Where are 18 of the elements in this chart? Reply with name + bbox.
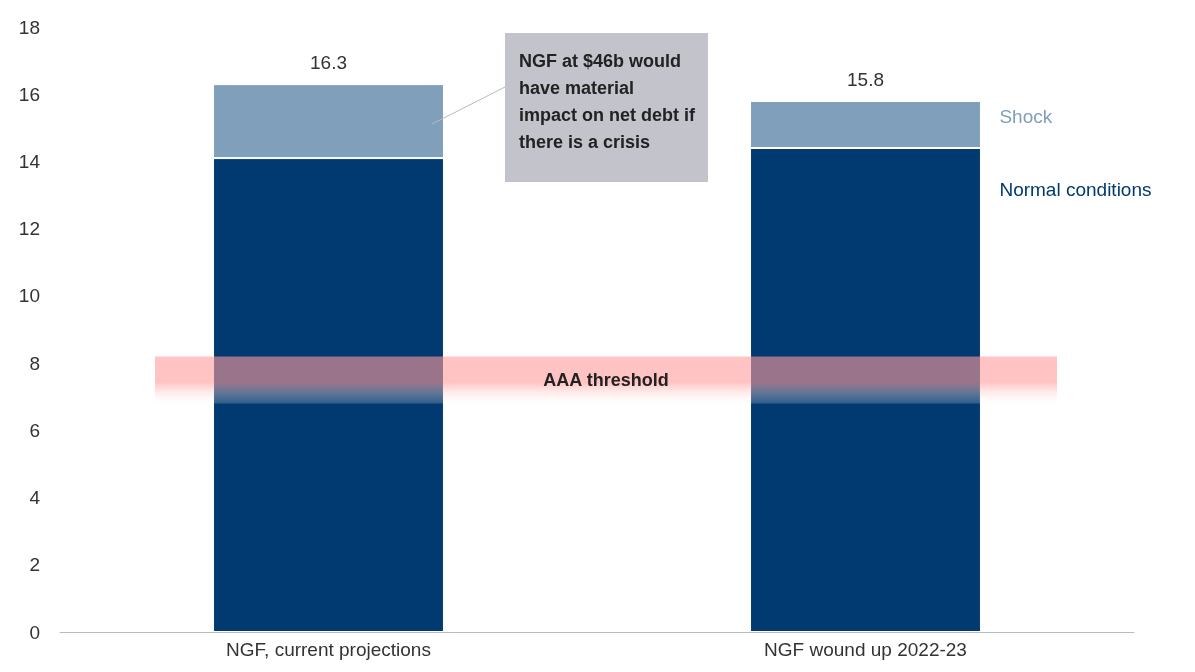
y-tick-label: 16	[18, 83, 40, 105]
y-tick-label: 12	[18, 218, 40, 240]
total-label: 16.3	[310, 52, 347, 74]
band-label: AAA threshold	[543, 369, 669, 390]
y-tick-label: 8	[29, 352, 40, 374]
y-tick-label: 10	[18, 285, 40, 307]
y-tick-label: 0	[29, 621, 40, 643]
series-label: Shock	[999, 105, 1053, 127]
y-tick-label: 6	[29, 419, 40, 441]
x-tick-label: NGF, current projections	[226, 639, 431, 660]
y-tick-label: 14	[18, 150, 41, 172]
series-label: Normal conditions	[999, 179, 1152, 200]
y-tick-label: 18	[18, 16, 40, 38]
total-label: 15.8	[847, 68, 884, 90]
y-tick-label: 4	[29, 487, 41, 509]
x-tick-label: NGF wound up 2022-23	[764, 639, 967, 660]
y-tick-label: 2	[29, 554, 40, 576]
annotation: NGF at $46b would have material impact on net debt if there is a crisis	[519, 50, 696, 154]
